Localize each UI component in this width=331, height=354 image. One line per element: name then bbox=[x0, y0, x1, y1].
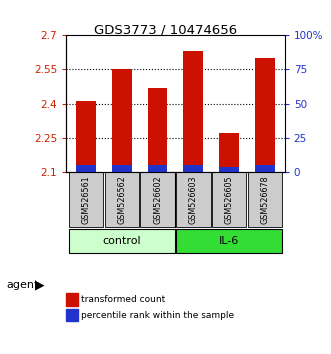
Bar bbox=[255, 58, 275, 172]
Bar bbox=[219, 167, 239, 172]
Bar bbox=[76, 101, 96, 172]
Text: GSM526605: GSM526605 bbox=[225, 175, 234, 224]
FancyBboxPatch shape bbox=[176, 229, 282, 253]
Text: control: control bbox=[102, 236, 141, 246]
FancyBboxPatch shape bbox=[140, 172, 175, 227]
Text: GSM526603: GSM526603 bbox=[189, 175, 198, 224]
Text: GSM526678: GSM526678 bbox=[260, 175, 269, 224]
Text: ▶: ▶ bbox=[35, 279, 44, 291]
Text: IL-6: IL-6 bbox=[219, 236, 239, 246]
Bar bbox=[219, 133, 239, 172]
Text: GSM526561: GSM526561 bbox=[81, 175, 90, 224]
FancyBboxPatch shape bbox=[69, 172, 103, 227]
Text: GDS3773 / 10474656: GDS3773 / 10474656 bbox=[94, 23, 237, 36]
Bar bbox=[76, 165, 96, 172]
Bar bbox=[183, 165, 203, 172]
Text: GSM526602: GSM526602 bbox=[153, 175, 162, 224]
Bar bbox=[112, 165, 131, 172]
Bar bbox=[183, 51, 203, 172]
Bar bbox=[112, 69, 131, 172]
FancyBboxPatch shape bbox=[69, 229, 175, 253]
Text: GSM526562: GSM526562 bbox=[117, 175, 126, 224]
FancyBboxPatch shape bbox=[176, 172, 211, 227]
Text: transformed count: transformed count bbox=[81, 295, 166, 304]
Text: percentile rank within the sample: percentile rank within the sample bbox=[81, 310, 234, 320]
Bar bbox=[255, 165, 275, 172]
FancyBboxPatch shape bbox=[248, 172, 282, 227]
FancyBboxPatch shape bbox=[105, 172, 139, 227]
Bar bbox=[148, 88, 167, 172]
Text: agent: agent bbox=[7, 280, 39, 290]
FancyBboxPatch shape bbox=[212, 172, 246, 227]
Bar bbox=[148, 165, 167, 172]
